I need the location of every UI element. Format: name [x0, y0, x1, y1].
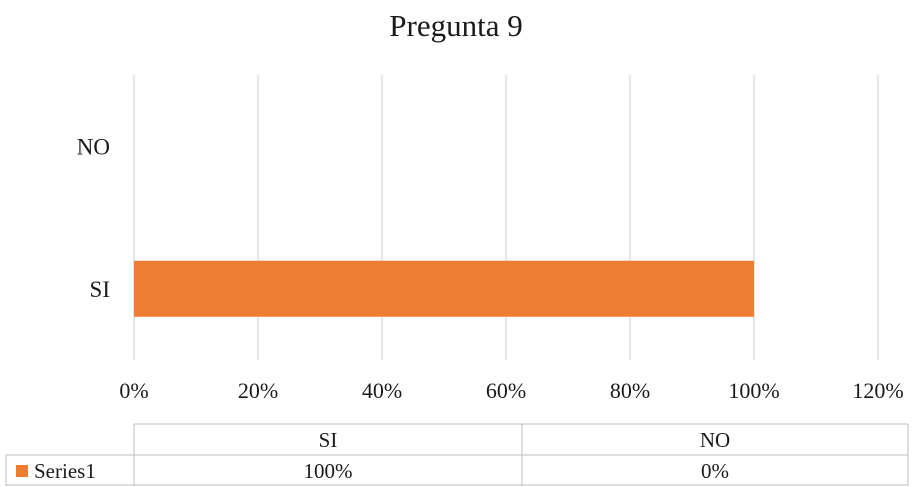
- x-tick-label-1: 20%: [238, 378, 278, 403]
- legend-swatch: [16, 465, 28, 477]
- x-tick-label-6: 120%: [852, 378, 903, 403]
- x-tick-label-0: 0%: [119, 378, 148, 403]
- bar-si: [134, 260, 754, 317]
- table-value-si: 100%: [304, 459, 353, 483]
- x-tick-label-2: 40%: [362, 378, 402, 403]
- x-tick-label-5: 100%: [728, 378, 779, 403]
- x-tick-label-3: 60%: [486, 378, 526, 403]
- x-tick-label-4: 80%: [610, 378, 650, 403]
- category-label-si: SI: [90, 277, 110, 302]
- table-header-no: NO: [700, 428, 730, 452]
- chart-title: Pregunta 9: [389, 8, 523, 43]
- table-value-no: 0%: [701, 459, 729, 483]
- category-label-no: NO: [77, 134, 110, 159]
- table-header-si: SI: [319, 428, 338, 452]
- legend-series-name: Series1: [34, 459, 96, 483]
